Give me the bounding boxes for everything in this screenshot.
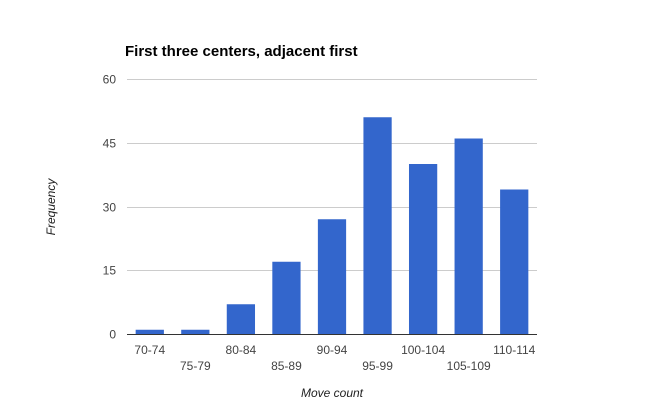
y-axis-ticks: 0 15 30 45 60 [103, 73, 117, 342]
y-tick-label: 0 [109, 328, 116, 342]
chart-title: First three centers, adjacent first [125, 43, 358, 60]
bar-80-84 [226, 304, 256, 334]
x-tick-label: 110-114 [493, 343, 536, 357]
x-axis-ticks: 70-74 75-79 80-84 85-89 90-94 95-99 100-104105… [134, 343, 535, 373]
x-tick-label: 70-74 [134, 343, 165, 357]
bar-105-109 [454, 138, 483, 334]
y-axis-title: Frequency [44, 178, 58, 236]
bar-70-74 [135, 329, 164, 334]
bar-90-94 [317, 219, 347, 334]
bars [135, 117, 529, 334]
y-tick-label: 30 [103, 201, 117, 215]
y-tick-label: 15 [103, 264, 117, 278]
bar-95-99 [363, 117, 392, 334]
bar-110-114 [500, 189, 529, 334]
x-tick-label: 95-99 [362, 359, 393, 373]
x-tick-label: 85-89 [271, 359, 302, 373]
bar-75-79 [181, 329, 210, 334]
x-tick-label: 75-79 [180, 359, 211, 373]
bar-100-104 [408, 164, 438, 334]
x-tick-label: 90-94 [317, 343, 348, 357]
x-tick-label: 100-104 [401, 343, 445, 357]
x-axis-title: Move count [301, 386, 364, 400]
y-tick-label: 45 [103, 137, 117, 151]
bar-85-89 [272, 261, 301, 334]
x-tick-label: 80-84 [226, 343, 257, 357]
x-tick-label: 105-109 [447, 359, 491, 373]
y-tick-label: 60 [103, 73, 117, 87]
